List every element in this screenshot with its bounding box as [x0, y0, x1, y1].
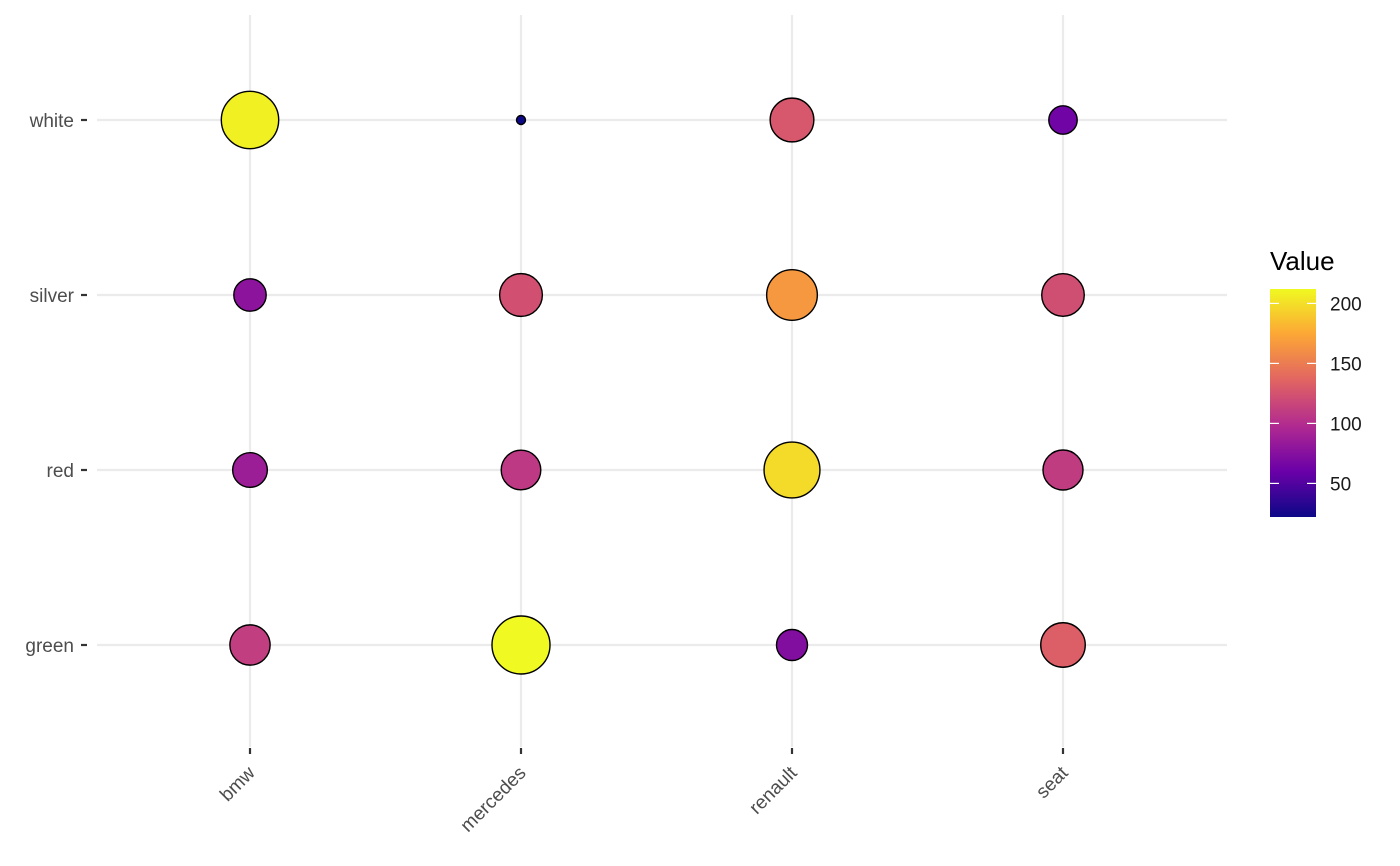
point-mercedes-green	[491, 615, 551, 675]
legend-label-100: 100	[1330, 414, 1362, 435]
x-tick-label-renault: renault	[746, 762, 802, 818]
y-tick-label-silver: silver	[30, 286, 75, 307]
point-renault-red	[763, 441, 821, 499]
point-seat-white	[1048, 105, 1078, 135]
data-points	[220, 90, 1086, 675]
point-mercedes-white	[515, 114, 527, 126]
x-tick-label-mercedes: mercedes	[457, 763, 531, 837]
y-tick-label-green: green	[25, 636, 74, 657]
point-mercedes-silver	[498, 272, 544, 318]
point-mercedes-red	[500, 449, 542, 491]
y-tick-label-red: red	[47, 461, 74, 482]
point-renault-silver	[765, 268, 819, 322]
point-bmw-red	[231, 451, 269, 489]
legend-label-150: 150	[1330, 354, 1362, 375]
point-renault-white	[769, 97, 815, 143]
legend-ticks: 50 100 150 200	[1270, 294, 1362, 495]
y-tick-label-white: white	[29, 111, 74, 132]
y-axis: green red silver white	[25, 111, 87, 657]
legend-colorbar	[1270, 289, 1316, 517]
point-seat-silver	[1041, 273, 1085, 317]
legend-label-50: 50	[1330, 474, 1351, 495]
x-tick-label-seat: seat	[1032, 762, 1073, 803]
point-seat-green	[1040, 622, 1086, 668]
x-axis: bmw mercedes renault seat	[216, 748, 1073, 837]
color-legend: Value 50 100 150 200	[1270, 246, 1362, 517]
point-bmw-silver	[233, 278, 267, 312]
legend-label-200: 200	[1330, 294, 1362, 315]
point-seat-red	[1042, 449, 1084, 491]
point-bmw-green	[229, 624, 271, 666]
x-tick-label-bmw: bmw	[216, 762, 259, 805]
legend-title: Value	[1270, 246, 1335, 276]
point-bmw-white	[220, 90, 280, 150]
point-renault-green	[775, 628, 809, 662]
